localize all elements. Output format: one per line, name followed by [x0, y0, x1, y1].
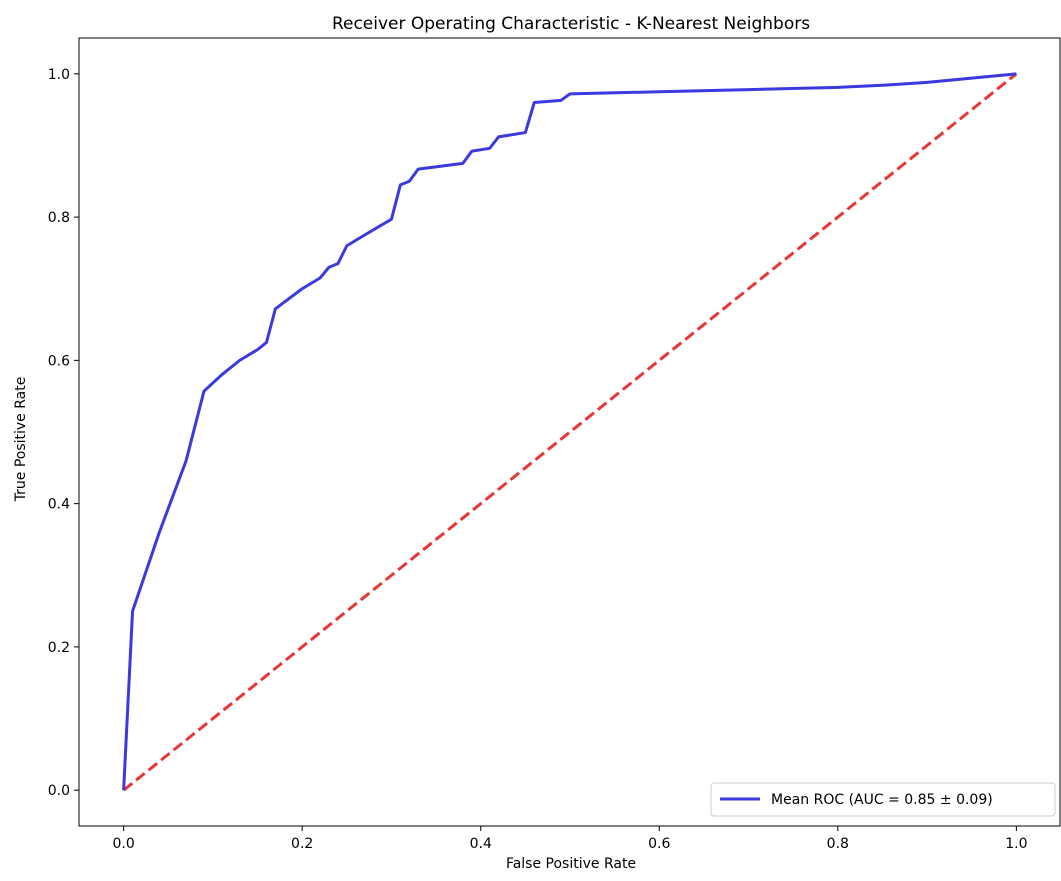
y-tick-label: 0.2 [48, 640, 70, 656]
x-tick-label: 0.2 [291, 836, 313, 852]
chance-line [122, 72, 1018, 792]
x-tick-label: 1.0 [1005, 836, 1027, 852]
x-axis-label: False Positive Rate [506, 856, 636, 872]
chart-title: Receiver Operating Characteristic - K-Ne… [332, 14, 810, 34]
plot-frame [78, 37, 1061, 827]
y-tick-label: 0.4 [48, 497, 70, 513]
ticks-layer: 0.0 0.2 0.4 0.6 0.8 1.0 0.0 0.2 0.4 0.6 0.8 1.0 [48, 67, 1028, 852]
series-layer [122, 72, 1018, 792]
legend-entry-label: Mean ROC (AUC = 0.85 ± 0.09) [771, 792, 993, 808]
legend-box [710, 782, 1056, 817]
x-tick-label: 0.8 [827, 836, 849, 852]
x-tick-label: 0.0 [113, 836, 135, 852]
y-axis-label: True Positive Rate [13, 377, 29, 503]
y-tick-label: 1.0 [48, 67, 70, 83]
y-tick-label: 0.0 [48, 783, 70, 799]
y-tick-label: 0.8 [48, 210, 70, 226]
roc-curve-line [122, 72, 1017, 791]
legend: Mean ROC (AUC = 0.85 ± 0.09) [710, 782, 1056, 817]
x-tick-label: 0.6 [648, 836, 670, 852]
x-tick-label: 0.4 [470, 836, 492, 852]
y-tick-label: 0.6 [48, 353, 70, 369]
